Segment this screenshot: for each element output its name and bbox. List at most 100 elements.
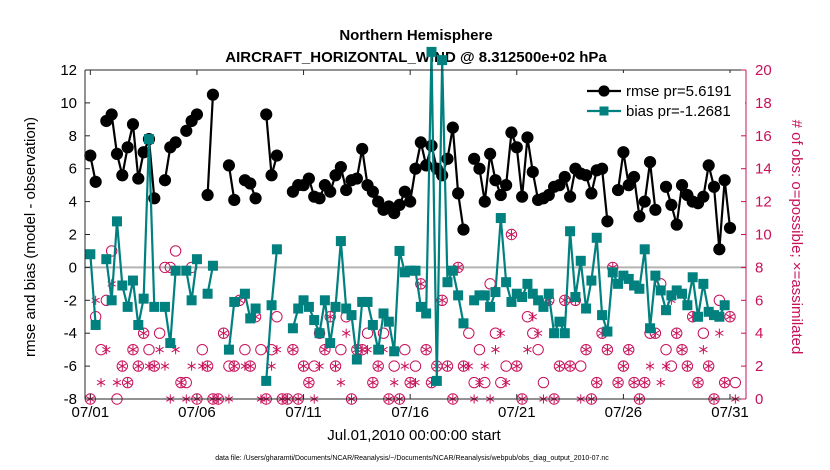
- y2-tick-label: 18: [755, 95, 772, 112]
- y2-tick-label: 0: [755, 391, 763, 408]
- obs-assimilated-marker: [555, 361, 564, 371]
- data-point: [602, 326, 613, 337]
- data-point: [693, 311, 704, 322]
- y-tick-label: 6: [69, 161, 77, 178]
- y2-tick-label: 8: [755, 259, 763, 276]
- obs-possible-marker: [420, 343, 432, 356]
- data-point: [661, 305, 672, 316]
- legend-item: bias pr=-1.2681: [587, 103, 731, 120]
- obs-possible-marker: [399, 343, 411, 356]
- data-point: [478, 195, 491, 208]
- obs-possible-marker: [505, 228, 518, 241]
- legend-swatch-marker: [598, 85, 610, 97]
- obs-possible-marker: [132, 360, 145, 372]
- obs-assimilated-marker: [304, 377, 314, 388]
- data-point: [579, 169, 593, 182]
- obs-assimilated-marker: [267, 361, 276, 371]
- obs-assimilated-marker: [496, 328, 506, 338]
- data-point: [522, 278, 533, 289]
- data-point: [650, 270, 661, 281]
- y2-tick-label: 12: [755, 194, 772, 211]
- data-point: [117, 280, 128, 291]
- series-line: [206, 94, 215, 196]
- x-tick-label: 07/11: [285, 404, 321, 421]
- obs-assimilated-marker: [592, 377, 601, 388]
- obs-possible-marker: [127, 343, 139, 356]
- data-point: [389, 346, 400, 357]
- data-point: [302, 172, 315, 185]
- obs-assimilated-marker: [155, 345, 164, 355]
- data-point: [351, 354, 362, 365]
- data-point: [485, 301, 496, 312]
- data-point: [202, 288, 213, 299]
- y2-tick-label: 16: [755, 128, 772, 145]
- obs-possible-marker: [319, 343, 331, 356]
- data-point: [287, 323, 298, 334]
- obs-assimilated-marker: [134, 361, 143, 371]
- data-point: [398, 185, 411, 198]
- data-point: [190, 108, 204, 121]
- y-tick-label: -8: [64, 391, 77, 408]
- obs-possible-marker: [702, 360, 715, 372]
- obs-possible-marker: [617, 360, 630, 372]
- obs-assimilated-marker: [437, 295, 447, 305]
- obs-possible-marker: [116, 360, 129, 372]
- obs-assimilated-marker: [139, 328, 148, 338]
- obs-assimilated-marker: [118, 361, 127, 371]
- obs-possible-marker: [367, 376, 379, 389]
- data-point: [138, 293, 149, 304]
- data-point: [229, 296, 240, 307]
- data-point: [180, 124, 193, 137]
- obs-assimilated-marker: [491, 345, 500, 355]
- obs-possible-marker: [217, 327, 230, 339]
- obs-assimilated-marker: [363, 345, 372, 355]
- obs-assimilated-marker: [672, 328, 681, 338]
- obs-possible-marker: [601, 343, 614, 356]
- obs-possible-marker: [159, 261, 171, 274]
- obs-assimilated-marker: [523, 345, 532, 355]
- x-tick-label: 07/21: [498, 404, 536, 421]
- obs-assimilated-marker: [288, 345, 298, 355]
- series-line: [89, 254, 97, 326]
- obs-possible-marker: [441, 360, 454, 372]
- data-point: [526, 165, 539, 179]
- data-point: [559, 328, 570, 339]
- data-point: [186, 295, 197, 306]
- data-point: [543, 288, 554, 299]
- obs-assimilated-marker: [464, 361, 474, 371]
- data-point: [613, 278, 624, 289]
- data-point: [575, 255, 586, 266]
- y2-tick-label: 14: [755, 161, 772, 178]
- data-file-note: data file: /Users/gharamti/Documents/NCA…: [215, 455, 609, 462]
- data-point: [373, 344, 384, 355]
- data-point: [570, 292, 581, 303]
- data-point: [206, 88, 220, 101]
- data-point: [409, 162, 422, 175]
- data-point: [122, 301, 133, 312]
- data-point: [645, 323, 656, 334]
- obs-assimilated-marker: [715, 328, 724, 338]
- data-point: [517, 292, 528, 303]
- data-point: [260, 108, 273, 121]
- data-point: [270, 149, 284, 162]
- legend-label: rmse pr=5.6191: [626, 83, 731, 100]
- data-point: [181, 265, 192, 276]
- data-point: [538, 301, 549, 312]
- obs-possible-marker: [623, 343, 635, 356]
- data-point: [84, 149, 97, 162]
- data-point: [527, 288, 538, 299]
- obs-possible-marker: [377, 327, 390, 339]
- y-tick-label: 10: [60, 95, 77, 112]
- data-point: [611, 183, 625, 197]
- data-point: [293, 303, 304, 314]
- data-point: [335, 236, 346, 247]
- obs-possible-marker: [169, 245, 182, 257]
- obs-possible-marker: [676, 343, 688, 356]
- data-point: [649, 203, 662, 216]
- data-point: [133, 319, 144, 330]
- data-point: [670, 218, 683, 231]
- obs-assimilated-marker: [512, 361, 522, 371]
- data-point: [250, 303, 261, 314]
- y-tick-label: -2: [64, 292, 77, 309]
- obs-possible-marker: [137, 327, 150, 339]
